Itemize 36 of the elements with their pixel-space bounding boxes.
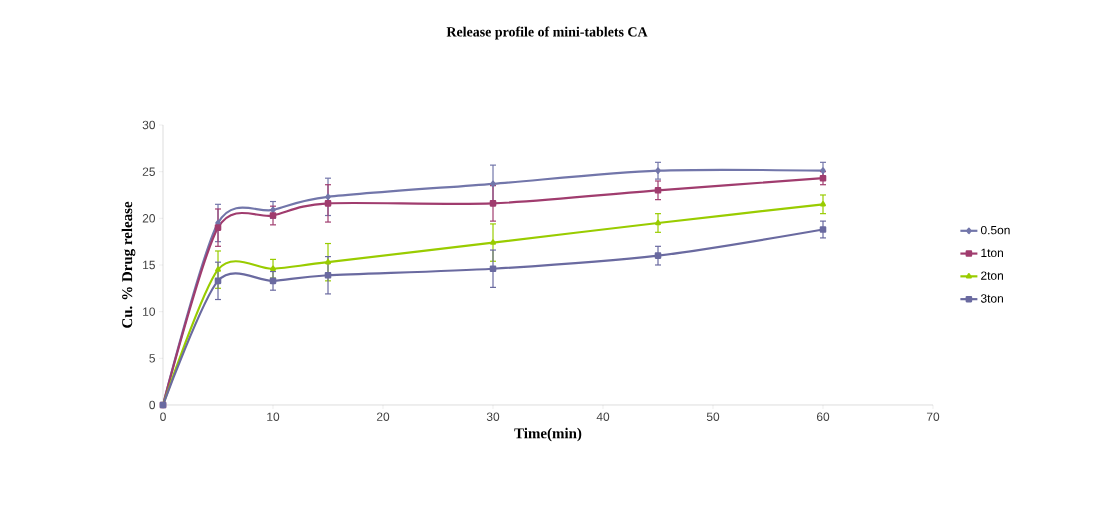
y-tick-label: 10 [143, 307, 156, 316]
legend-label: 0.5on [980, 225, 1010, 235]
x-tick-label: 40 [596, 412, 610, 421]
y-tick-label: 20 [142, 214, 156, 223]
point [489, 265, 497, 273]
y-tick-label: 15 [143, 260, 155, 270]
x-tick-label: 0 [160, 412, 166, 421]
point [215, 266, 222, 272]
y-tick-label: 30 [142, 120, 156, 130]
y-tick-label: 0 [149, 400, 156, 410]
y-axis-title: Cu. % Drug release [121, 201, 136, 328]
point [820, 167, 826, 175]
point [655, 219, 661, 226]
y-tick-label: 5 [149, 354, 155, 363]
point [820, 201, 826, 207]
point [819, 226, 827, 233]
legend-label: 1ton [981, 248, 1003, 258]
legend-label: 2ton [981, 271, 1003, 280]
point [655, 167, 661, 175]
point [325, 193, 331, 201]
point [214, 277, 222, 285]
x-tick-label: 10 [267, 412, 280, 421]
legend-label: 3ton [980, 294, 1003, 303]
x-tick-label: 20 [376, 412, 390, 421]
x-tick-label: 70 [926, 412, 940, 421]
x-tick-label: 50 [706, 412, 720, 421]
point [654, 252, 662, 259]
x-axis-title: Time(min) [514, 427, 582, 442]
point [490, 239, 496, 245]
x-tick-label: 30 [486, 412, 500, 421]
chart-title: Release profile of mini-tablets CA [446, 26, 648, 40]
y-tick-label: 25 [142, 167, 155, 176]
point [324, 200, 332, 207]
x-tick-label: 60 [816, 412, 830, 421]
point [654, 187, 662, 194]
point [214, 224, 222, 231]
